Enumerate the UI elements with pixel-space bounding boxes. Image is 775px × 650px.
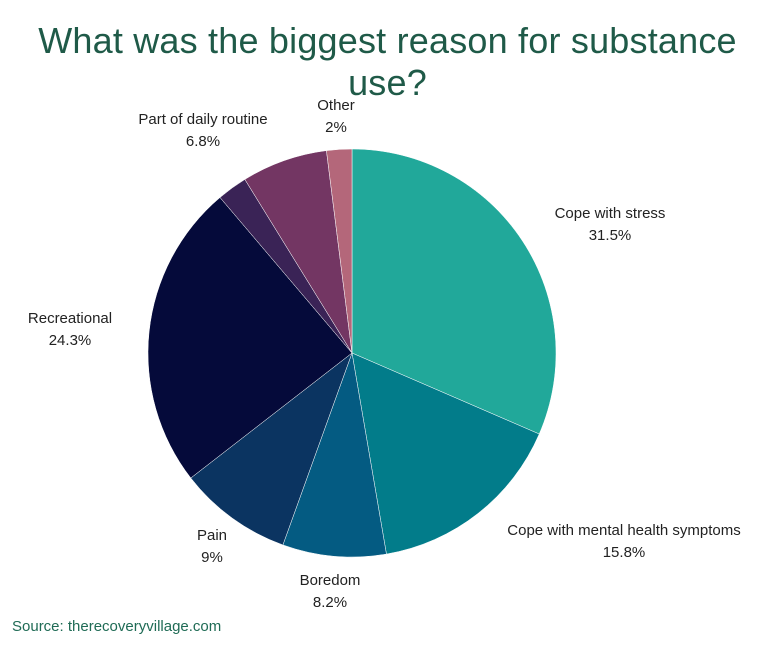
chart-title: What was the biggest reason for substanc… — [38, 20, 737, 103]
slice-label-3: Pain — [197, 527, 227, 544]
slice-value-7: 2% — [325, 119, 347, 136]
slice-label-6: Part of daily routine — [138, 111, 267, 128]
slice-label-0: Cope with stress — [555, 205, 666, 222]
pie-slice-0 — [351, 148, 557, 435]
pie-slice-2 — [282, 352, 387, 558]
slice-value-6: 6.8% — [186, 133, 220, 150]
slice-label-2: Boredom — [300, 572, 361, 589]
pie-slice-1 — [351, 352, 540, 555]
slice-label-1: Cope with mental health symptoms — [507, 522, 740, 539]
pie-slice-4 — [147, 197, 353, 479]
slice-value-1: 15.8% — [603, 544, 646, 561]
source-note: Source: therecoveryvillage.com — [12, 618, 222, 635]
slice-value-4: 24.3% — [49, 332, 92, 349]
pie-slice-7 — [326, 148, 353, 354]
slice-value-3: 9% — [201, 549, 223, 566]
slice-value-0: 31.5% — [589, 227, 632, 244]
slice-label-4: Recreational — [28, 310, 112, 327]
slice-label-7: Other — [317, 97, 355, 114]
pie-slice-3 — [190, 352, 353, 546]
slice-value-2: 8.2% — [313, 594, 347, 611]
